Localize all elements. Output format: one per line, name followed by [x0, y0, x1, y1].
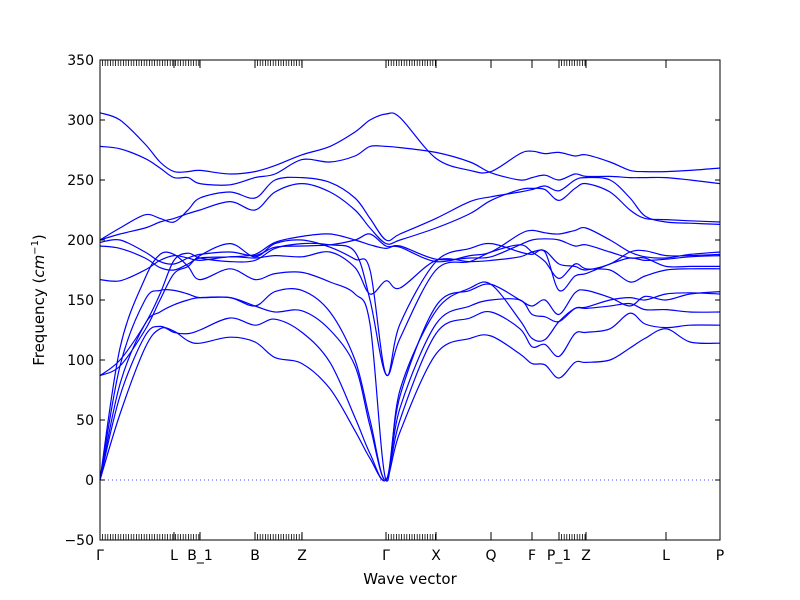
y-tick-label: 250 — [67, 173, 94, 189]
band-line-4 — [99, 283, 721, 481]
x-tick-label: Z — [581, 548, 591, 564]
y-tick-label: 350 — [67, 53, 94, 69]
y-tick-label: 100 — [67, 353, 94, 369]
x-tick-label: Z — [297, 548, 307, 564]
band-line-11 — [99, 182, 721, 245]
band-line-5 — [99, 251, 721, 482]
band-line-14 — [99, 112, 721, 175]
band-line-10 — [99, 226, 721, 265]
x-tick-label: P — [716, 548, 724, 564]
band-line-1 — [99, 327, 721, 482]
x-tick-label: P_1 — [547, 548, 571, 564]
y-tick-label: 150 — [67, 293, 94, 309]
x-tick-label: Γ — [382, 548, 390, 564]
y-axis-label-prefix: Frequency ( — [30, 278, 48, 366]
x-tick-label: L — [662, 548, 670, 564]
x-tick-label: L — [170, 548, 178, 564]
y-tick-label: 300 — [67, 113, 94, 129]
band-line-3 — [99, 296, 721, 481]
band-lines — [99, 112, 721, 482]
x-tick-label: Q — [485, 548, 496, 564]
plot-frame — [99, 59, 721, 541]
y-axis-label-exponent: −1 — [30, 240, 41, 255]
x-axis-ticks: Γ L B_1 B Z Γ X Q F P_1 Z L P — [96, 60, 724, 564]
band-line-6 — [99, 242, 721, 377]
x-tick-label: X — [431, 548, 441, 564]
y-tick-label: 200 — [67, 233, 94, 249]
y-tick-label: −50 — [64, 533, 94, 549]
band-line-13 — [99, 145, 721, 186]
y-axis-label: Frequency (cm−1) — [30, 234, 48, 366]
y-axis-ticks: −50 0 50 100 150 200 250 300 350 — [64, 53, 720, 549]
x-tick-label: B — [250, 548, 260, 564]
y-tick-label: 50 — [76, 413, 94, 429]
band-line-2 — [99, 310, 721, 482]
band-line-12 — [99, 176, 721, 242]
y-tick-label: 0 — [85, 473, 94, 489]
band-line-9 — [99, 233, 720, 271]
y-axis-label-unit: cm — [30, 255, 48, 278]
x-tick-label: B_1 — [187, 548, 213, 564]
x-tick-label: F — [528, 548, 536, 564]
y-axis-label-suffix: ) — [30, 234, 48, 240]
x-axis-label: Wave vector — [363, 570, 457, 588]
x-tick-label: Γ — [96, 548, 104, 564]
